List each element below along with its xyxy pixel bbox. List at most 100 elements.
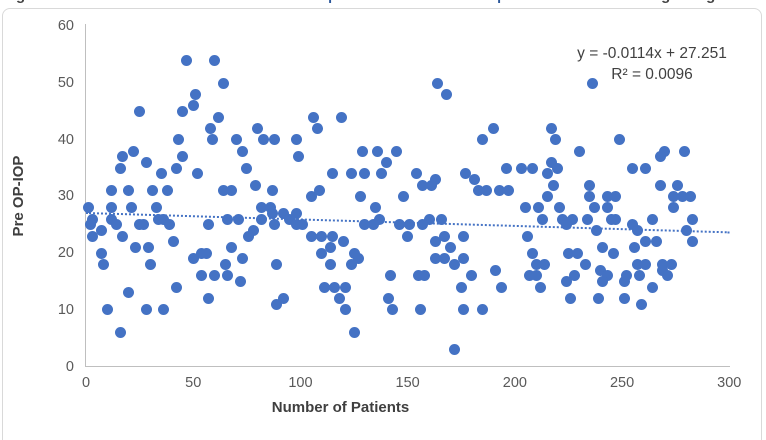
y-tick-label: 40 [57, 131, 74, 148]
data-point [502, 185, 514, 197]
data-point [196, 270, 208, 282]
data-point [269, 219, 281, 231]
clipped-caption-row: g | | / /g/ /g/ // [0, 0, 766, 7]
data-point [209, 54, 221, 66]
data-point [241, 162, 253, 174]
data-point [346, 168, 358, 180]
data-point [372, 145, 384, 157]
data-point [457, 253, 469, 265]
data-point [290, 134, 302, 146]
data-point [430, 236, 442, 248]
data-point [305, 230, 317, 242]
data-point [526, 162, 538, 174]
data-point [157, 304, 169, 316]
y-axis-line [84, 24, 87, 367]
data-point [125, 202, 137, 214]
data-point [269, 134, 281, 146]
data-point [230, 134, 242, 146]
data-point [530, 258, 542, 270]
data-point [200, 247, 212, 259]
data-point [354, 190, 366, 202]
data-point [127, 145, 139, 157]
data-point [582, 213, 594, 225]
data-point [601, 202, 613, 214]
x-tick-label: 150 [395, 375, 420, 391]
data-point [187, 100, 199, 112]
data-point [314, 185, 326, 197]
data-point [207, 134, 218, 146]
data-point [614, 134, 626, 146]
data-point [569, 270, 581, 282]
data-point [522, 230, 534, 242]
data-point [82, 202, 94, 214]
data-point [668, 202, 680, 214]
data-point [618, 275, 630, 287]
data-point [455, 281, 467, 293]
data-point [584, 179, 596, 191]
data-point [290, 207, 302, 219]
data-point [271, 298, 283, 310]
equation-line: y = -0.0114x + 27.251 [577, 45, 727, 62]
data-point [333, 292, 345, 304]
data-point [659, 145, 671, 157]
data-point [584, 190, 596, 202]
data-point [348, 326, 360, 338]
data-point [271, 258, 283, 270]
data-point [601, 270, 613, 282]
data-point [258, 134, 270, 146]
data-point [129, 241, 141, 253]
data-point [423, 213, 435, 225]
data-point [335, 111, 347, 123]
data-point [116, 230, 128, 242]
data-point [680, 224, 692, 236]
y-tick-label: 50 [57, 75, 74, 92]
data-point [138, 219, 150, 231]
data-point [532, 202, 544, 214]
data-point [391, 145, 403, 157]
data-point [176, 105, 188, 117]
data-point [432, 77, 444, 89]
y-tick-label: 30 [57, 188, 74, 205]
data-point [367, 219, 379, 231]
y-tick-label: 60 [57, 18, 74, 35]
x-tick-label: 200 [502, 375, 527, 391]
data-point [213, 111, 225, 123]
data-point [86, 230, 98, 242]
data-point [307, 111, 319, 123]
x-axis-line [84, 365, 730, 368]
data-point [393, 219, 405, 231]
data-point [550, 134, 562, 146]
x-axis-title: Number of Patients [271, 399, 410, 416]
data-point [449, 258, 461, 270]
data-point [217, 77, 229, 89]
x-tick-label: 50 [185, 375, 202, 391]
data-point [256, 213, 268, 225]
data-point [567, 213, 579, 225]
data-point [631, 224, 643, 236]
data-point [327, 168, 339, 180]
data-point [142, 241, 154, 253]
data-point [460, 168, 472, 180]
data-point [374, 213, 386, 225]
data-point [86, 213, 98, 225]
data-point [234, 275, 246, 287]
data-point [292, 151, 304, 163]
data-point [346, 258, 358, 270]
data-point [601, 190, 613, 202]
data-point [204, 122, 216, 134]
data-point [618, 292, 630, 304]
data-point [556, 213, 568, 225]
data-point [357, 145, 369, 157]
data-point [627, 162, 639, 174]
data-point [170, 281, 182, 293]
data-point [232, 213, 244, 225]
data-point [267, 207, 279, 219]
data-point [539, 258, 551, 270]
data-point [430, 173, 442, 185]
data-point [252, 122, 264, 134]
data-point [629, 241, 641, 253]
data-point [209, 270, 221, 282]
data-point [290, 219, 302, 231]
data-point [547, 179, 559, 191]
data-point [84, 219, 96, 231]
